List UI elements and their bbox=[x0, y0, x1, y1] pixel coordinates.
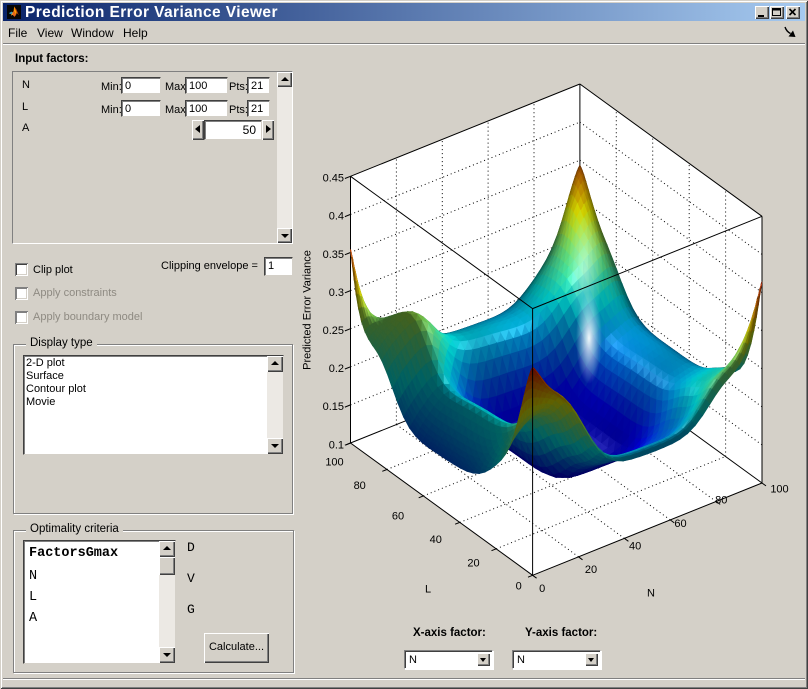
svg-text:0.15: 0.15 bbox=[323, 401, 344, 413]
svg-text:20: 20 bbox=[585, 564, 597, 576]
svg-text:60: 60 bbox=[392, 510, 404, 522]
svg-text:N: N bbox=[647, 588, 655, 600]
svg-text:L: L bbox=[425, 584, 431, 596]
svg-text:40: 40 bbox=[629, 541, 641, 553]
svg-text:60: 60 bbox=[674, 518, 686, 530]
svg-text:0.3: 0.3 bbox=[329, 287, 344, 299]
svg-text:0.2: 0.2 bbox=[329, 363, 344, 375]
svg-text:0.45: 0.45 bbox=[323, 173, 344, 185]
svg-text:80: 80 bbox=[354, 480, 366, 492]
svg-text:40: 40 bbox=[430, 534, 442, 546]
svg-text:20: 20 bbox=[467, 558, 479, 570]
svg-text:0.35: 0.35 bbox=[323, 249, 344, 261]
svg-text:0.4: 0.4 bbox=[329, 211, 344, 223]
svg-text:80: 80 bbox=[715, 495, 727, 507]
svg-text:0: 0 bbox=[516, 581, 522, 593]
svg-text:0: 0 bbox=[539, 583, 545, 595]
svg-text:0.25: 0.25 bbox=[323, 325, 344, 337]
svg-text:100: 100 bbox=[770, 483, 788, 495]
svg-text:100: 100 bbox=[325, 456, 343, 468]
svg-text:0.1: 0.1 bbox=[329, 439, 344, 451]
svg-text:Predicted Error Variance: Predicted Error Variance bbox=[302, 250, 314, 370]
